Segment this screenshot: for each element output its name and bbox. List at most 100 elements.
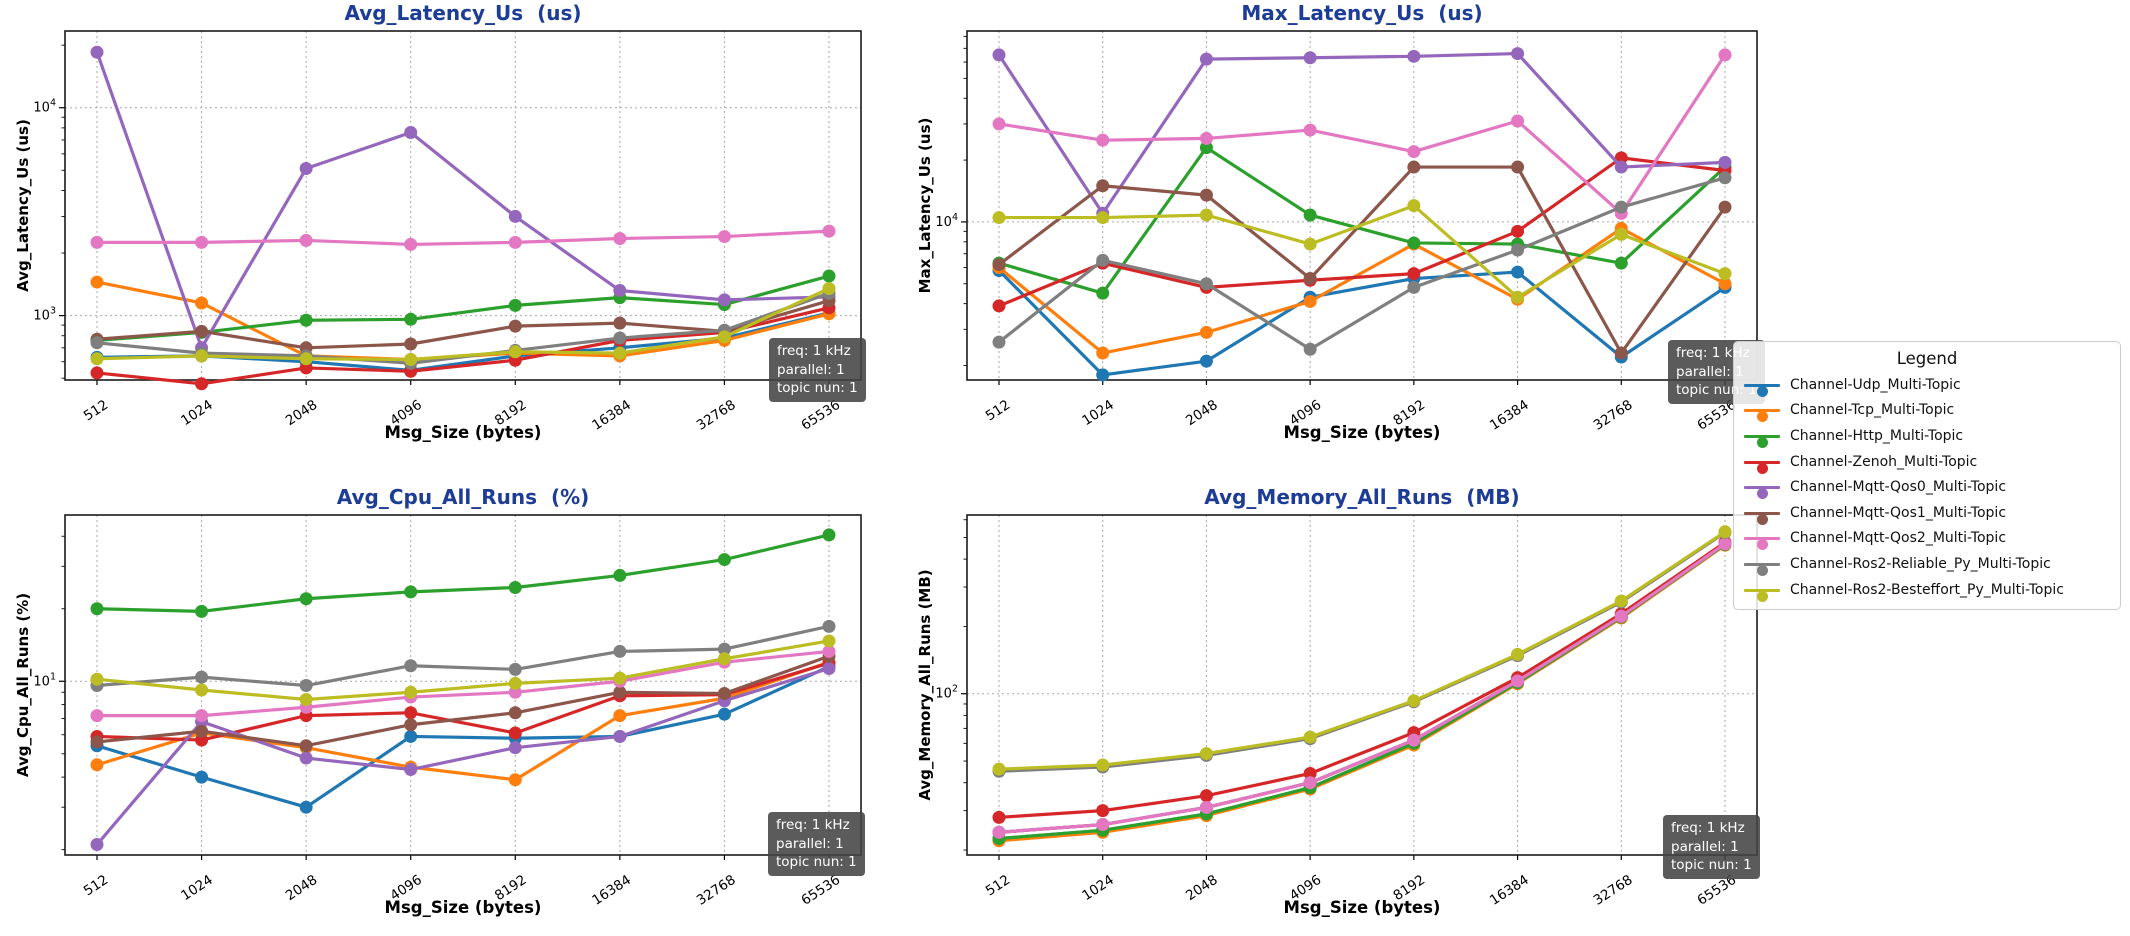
data-point-qos2 xyxy=(1407,733,1421,747)
series-line-http xyxy=(96,533,830,613)
legend-dot-icon xyxy=(1757,590,1768,602)
data-point-qos0 xyxy=(992,48,1006,62)
series-line-ros2r xyxy=(998,176,1726,351)
data-point-udp xyxy=(1096,368,1110,382)
series-line-udp xyxy=(96,665,830,809)
legend-title: Legend xyxy=(1896,349,1958,368)
series-line-zenoh xyxy=(998,156,1726,308)
data-point-qos1 xyxy=(1096,179,1110,193)
data-point-qos0 xyxy=(299,162,313,176)
series-line-ros2r xyxy=(998,531,1726,773)
series-line-ros2r xyxy=(96,624,830,688)
series-line-http xyxy=(998,543,1726,841)
data-point-qos2 xyxy=(1718,537,1732,551)
legend-marker-icon xyxy=(1744,557,1780,576)
data-point-ros2b xyxy=(992,762,1006,776)
y-tick-label: 103 xyxy=(33,306,56,324)
data-point-http xyxy=(299,592,313,606)
data-point-http xyxy=(195,604,209,618)
params-annotation: freq: 1 kHz parallel: 1 topic nun: 1 xyxy=(1663,815,1760,879)
data-point-qos1 xyxy=(992,258,1006,272)
legend-line-icon xyxy=(1744,383,1780,397)
y-tick-label: 101 xyxy=(33,671,56,689)
data-point-http xyxy=(822,528,836,542)
data-point-ros2b xyxy=(90,672,104,686)
series-line-udp xyxy=(998,543,1726,841)
y-tick-exponent: 3 xyxy=(50,306,56,317)
legend-item-qos0: Channel-Mqtt-Qos0_Multi-Topic xyxy=(1744,474,2110,500)
data-point-ros2b xyxy=(992,211,1006,225)
data-point-qos0 xyxy=(508,209,522,223)
x-tick-label: 32768 xyxy=(1591,397,1636,434)
data-point-ros2r xyxy=(90,336,104,350)
x-tick-label: 32768 xyxy=(694,872,739,909)
data-point-qos2 xyxy=(1511,114,1525,128)
data-point-qos0 xyxy=(1511,47,1525,61)
data-point-qos2 xyxy=(1199,800,1213,814)
data-point-qos2 xyxy=(992,825,1006,839)
data-point-ros2b xyxy=(1718,525,1732,539)
data-point-udp xyxy=(717,707,731,721)
y-tick-label: 104 xyxy=(935,212,958,230)
data-point-qos1 xyxy=(299,739,313,753)
data-point-udp xyxy=(1511,265,1525,279)
data-point-http xyxy=(508,581,522,595)
chart-title: Avg_Memory_All_Runs (MB) xyxy=(1204,485,1519,509)
data-point-qos1 xyxy=(90,735,104,749)
x-tick-label: 512 xyxy=(983,872,1013,899)
data-point-ros2b xyxy=(1511,290,1525,304)
plot-border xyxy=(64,514,862,856)
data-point-ros2b xyxy=(1407,694,1421,708)
data-point-qos0 xyxy=(1303,51,1317,65)
data-point-tcp xyxy=(90,758,104,772)
data-point-qos0 xyxy=(508,741,522,755)
series-line-qos0 xyxy=(95,666,830,846)
annotation-line: topic nun: 1 xyxy=(1671,857,1752,874)
series-line-ros2b xyxy=(96,639,830,702)
annotation-line: topic nun: 1 xyxy=(777,380,858,397)
params-annotation: freq: 1 kHz parallel: 1 topic nun: 1 xyxy=(769,338,866,402)
legend-dot-icon xyxy=(1757,513,1768,525)
data-point-ros2b xyxy=(404,685,418,699)
y-tick-exponent: 4 xyxy=(50,98,56,109)
series-line-tcp xyxy=(998,543,1726,843)
data-point-ros2r xyxy=(822,619,836,633)
data-point-udp xyxy=(404,729,418,743)
data-point-ros2b xyxy=(1511,647,1525,661)
x-tick-label: 16384 xyxy=(1487,397,1532,434)
series-line-zenoh xyxy=(998,541,1726,819)
x-tick-label: 65536 xyxy=(798,872,843,909)
data-point-zenoh xyxy=(1511,224,1525,238)
legend-label: Channel-Zenoh_Multi-Topic xyxy=(1790,453,1978,470)
y-axis-label: Avg_Latency_Us (us) xyxy=(14,119,32,292)
data-point-tcp xyxy=(1199,325,1213,339)
data-point-ros2b xyxy=(299,693,313,707)
data-point-http xyxy=(90,602,104,616)
data-point-qos0 xyxy=(299,751,313,765)
x-tick-label: 2048 xyxy=(1183,397,1221,429)
legend-item-http: Channel-Http_Multi-Topic xyxy=(1744,423,2110,449)
data-point-http xyxy=(1407,236,1421,250)
series-line-ros2b xyxy=(999,204,1726,299)
chart-title: Avg_Cpu_All_Runs (%) xyxy=(337,485,590,509)
data-point-qos2 xyxy=(822,224,836,238)
data-point-http xyxy=(404,312,418,326)
series-line-qos1 xyxy=(96,654,830,748)
x-tick-label: 2048 xyxy=(283,872,321,904)
data-point-ros2b xyxy=(404,352,418,366)
series-line-http xyxy=(96,274,830,342)
annotation-line: parallel: 1 xyxy=(1671,838,1739,855)
legend-label: Channel-Ros2-Reliable_Py_Multi-Topic xyxy=(1790,555,2051,572)
legend-label: Channel-Mqtt-Qos0_Multi-Topic xyxy=(1790,479,2007,496)
x-axis-label: Msg_Size (bytes) xyxy=(1284,898,1441,917)
x-tick-label: 512 xyxy=(81,397,111,424)
data-point-zenoh xyxy=(195,377,209,391)
data-point-ros2b xyxy=(508,676,522,690)
annotation-line: freq: 1 kHz xyxy=(777,343,851,359)
data-point-tcp xyxy=(508,773,522,787)
legend-item-qos2: Channel-Mqtt-Qos2_Multi-Topic xyxy=(1744,526,2110,552)
data-point-http xyxy=(1614,256,1628,270)
series-line-qos2 xyxy=(97,649,830,718)
data-point-ros2r xyxy=(992,335,1006,349)
